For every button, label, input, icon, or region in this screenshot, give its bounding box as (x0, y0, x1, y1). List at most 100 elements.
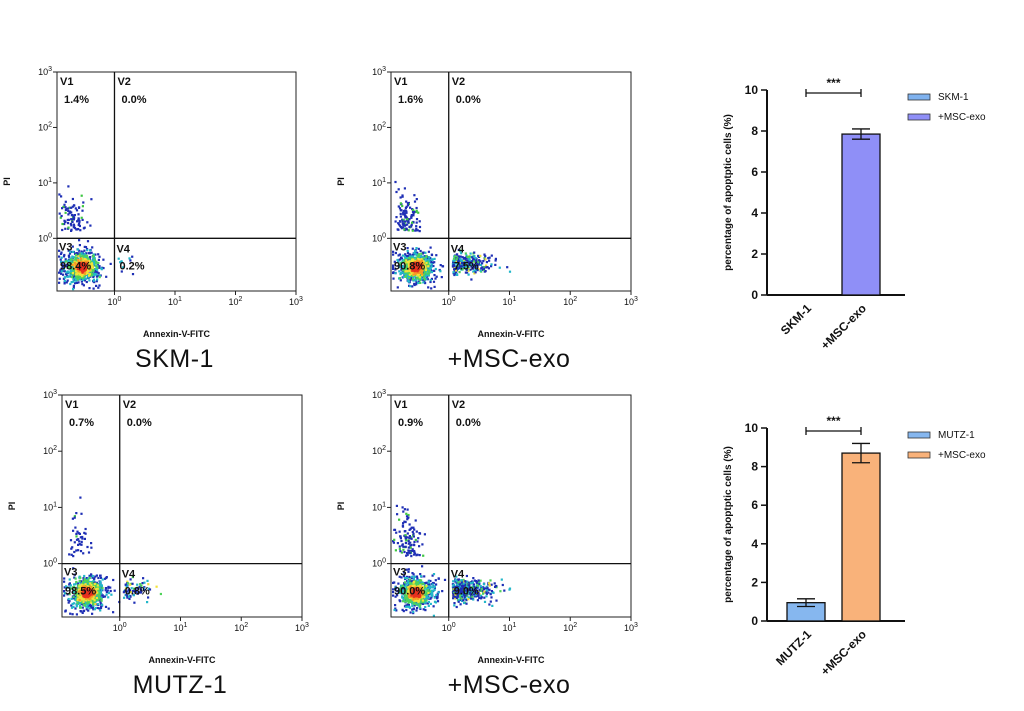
event-dot (407, 280, 410, 283)
event-dot (95, 284, 98, 287)
event-dot (72, 250, 75, 253)
event-dot (76, 278, 79, 281)
event-dot (91, 246, 94, 249)
event-dot (82, 262, 85, 265)
event-dot (411, 261, 414, 264)
flow-plot-mutz1-msc-exo: 100100101101102102103103V10.9%V20.0%V390… (336, 389, 638, 699)
event-dot (131, 255, 134, 258)
event-dot (417, 281, 420, 285)
event-dot (79, 496, 82, 499)
event-dot (404, 253, 407, 256)
event-dot (402, 265, 405, 268)
event-dot (424, 251, 427, 254)
event-dot (417, 253, 420, 256)
event-dot (87, 578, 90, 582)
event-dot (85, 608, 88, 611)
event-dot (78, 239, 81, 242)
event-dot (405, 257, 408, 260)
event-dot (107, 607, 110, 610)
event-dot (408, 255, 412, 258)
event-dot (417, 266, 420, 269)
event-dot (436, 600, 440, 603)
event-dot (419, 267, 422, 270)
event-dot (398, 277, 401, 280)
event-dot (438, 268, 441, 272)
event-dot (406, 270, 409, 273)
event-dot (416, 255, 419, 258)
event-dot (61, 207, 64, 210)
event-dot (80, 265, 83, 268)
event-dot (406, 277, 409, 280)
event-dot (80, 253, 83, 256)
event-dot (64, 211, 67, 214)
event-dot (414, 210, 417, 214)
event-dot (404, 268, 407, 271)
event-dot (94, 253, 97, 256)
event-dot (85, 280, 88, 284)
event-dot (100, 268, 103, 271)
event-dot (90, 198, 93, 201)
event-dot (84, 246, 88, 249)
event-dot (417, 211, 420, 214)
event-dot (68, 255, 71, 258)
event-dot (402, 222, 405, 225)
event-dot (86, 247, 89, 251)
event-dot (392, 581, 395, 584)
event-dot (84, 254, 87, 257)
event-dot (88, 252, 91, 255)
event-dot (67, 226, 70, 229)
event-dot (399, 279, 402, 282)
event-dot (473, 255, 476, 258)
event-dot (90, 272, 93, 275)
event-dot (69, 282, 72, 286)
event-dot (90, 546, 93, 549)
quadrant-value-v3: 98.5% (65, 586, 96, 598)
event-dot (58, 277, 61, 280)
event-dot (75, 253, 78, 256)
event-dot (78, 224, 81, 228)
event-dot (88, 274, 91, 277)
event-dot (87, 273, 90, 276)
event-dot (68, 211, 71, 214)
x-axis-title: Annexin-V-FITC (143, 329, 210, 339)
event-dot (426, 278, 429, 281)
event-dot (418, 276, 421, 279)
event-dot (412, 212, 415, 215)
x-tick-label: 100 (113, 622, 127, 633)
event-dot (424, 270, 427, 273)
event-dot (406, 258, 409, 261)
event-dot (119, 261, 122, 264)
event-dot (426, 256, 429, 259)
event-dot (78, 253, 81, 256)
event-dot (404, 270, 407, 273)
event-dot (96, 278, 99, 281)
event-dot (425, 278, 428, 281)
event-dot (75, 228, 78, 231)
event-dot (75, 276, 78, 279)
event-dot (408, 273, 411, 276)
quadrant-value-v4: 0.2% (119, 260, 144, 272)
y-tick-label: 100 (43, 558, 57, 569)
event-dot (83, 272, 86, 275)
event-dot (400, 268, 403, 271)
event-dot (71, 214, 74, 217)
event-dot (483, 253, 486, 256)
event-dot (424, 282, 427, 285)
event-dot (67, 249, 70, 252)
event-dot (84, 527, 87, 531)
y-tick-label: 103 (38, 66, 52, 77)
event-dot (61, 261, 64, 264)
event-dot (79, 257, 82, 260)
event-dot (88, 576, 91, 580)
event-dot (401, 259, 404, 262)
event-dot (67, 260, 70, 264)
event-dot (79, 606, 82, 609)
event-dot (61, 266, 64, 269)
event-dot (470, 265, 473, 268)
event-dot (403, 255, 407, 258)
event-dot (69, 275, 72, 278)
event-dot (412, 211, 415, 214)
event-dot (67, 185, 70, 188)
event-dot (104, 587, 107, 590)
quadrant-name-v1: V1 (394, 76, 407, 88)
